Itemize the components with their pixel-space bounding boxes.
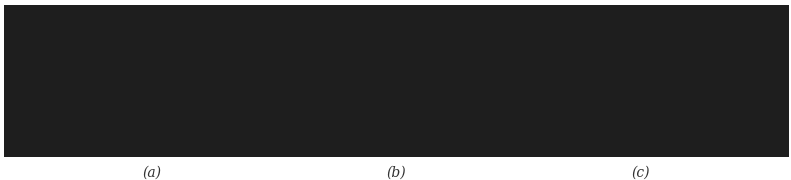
Text: (a): (a) (142, 166, 161, 180)
Text: (b): (b) (387, 166, 406, 180)
Text: (c): (c) (631, 166, 650, 180)
